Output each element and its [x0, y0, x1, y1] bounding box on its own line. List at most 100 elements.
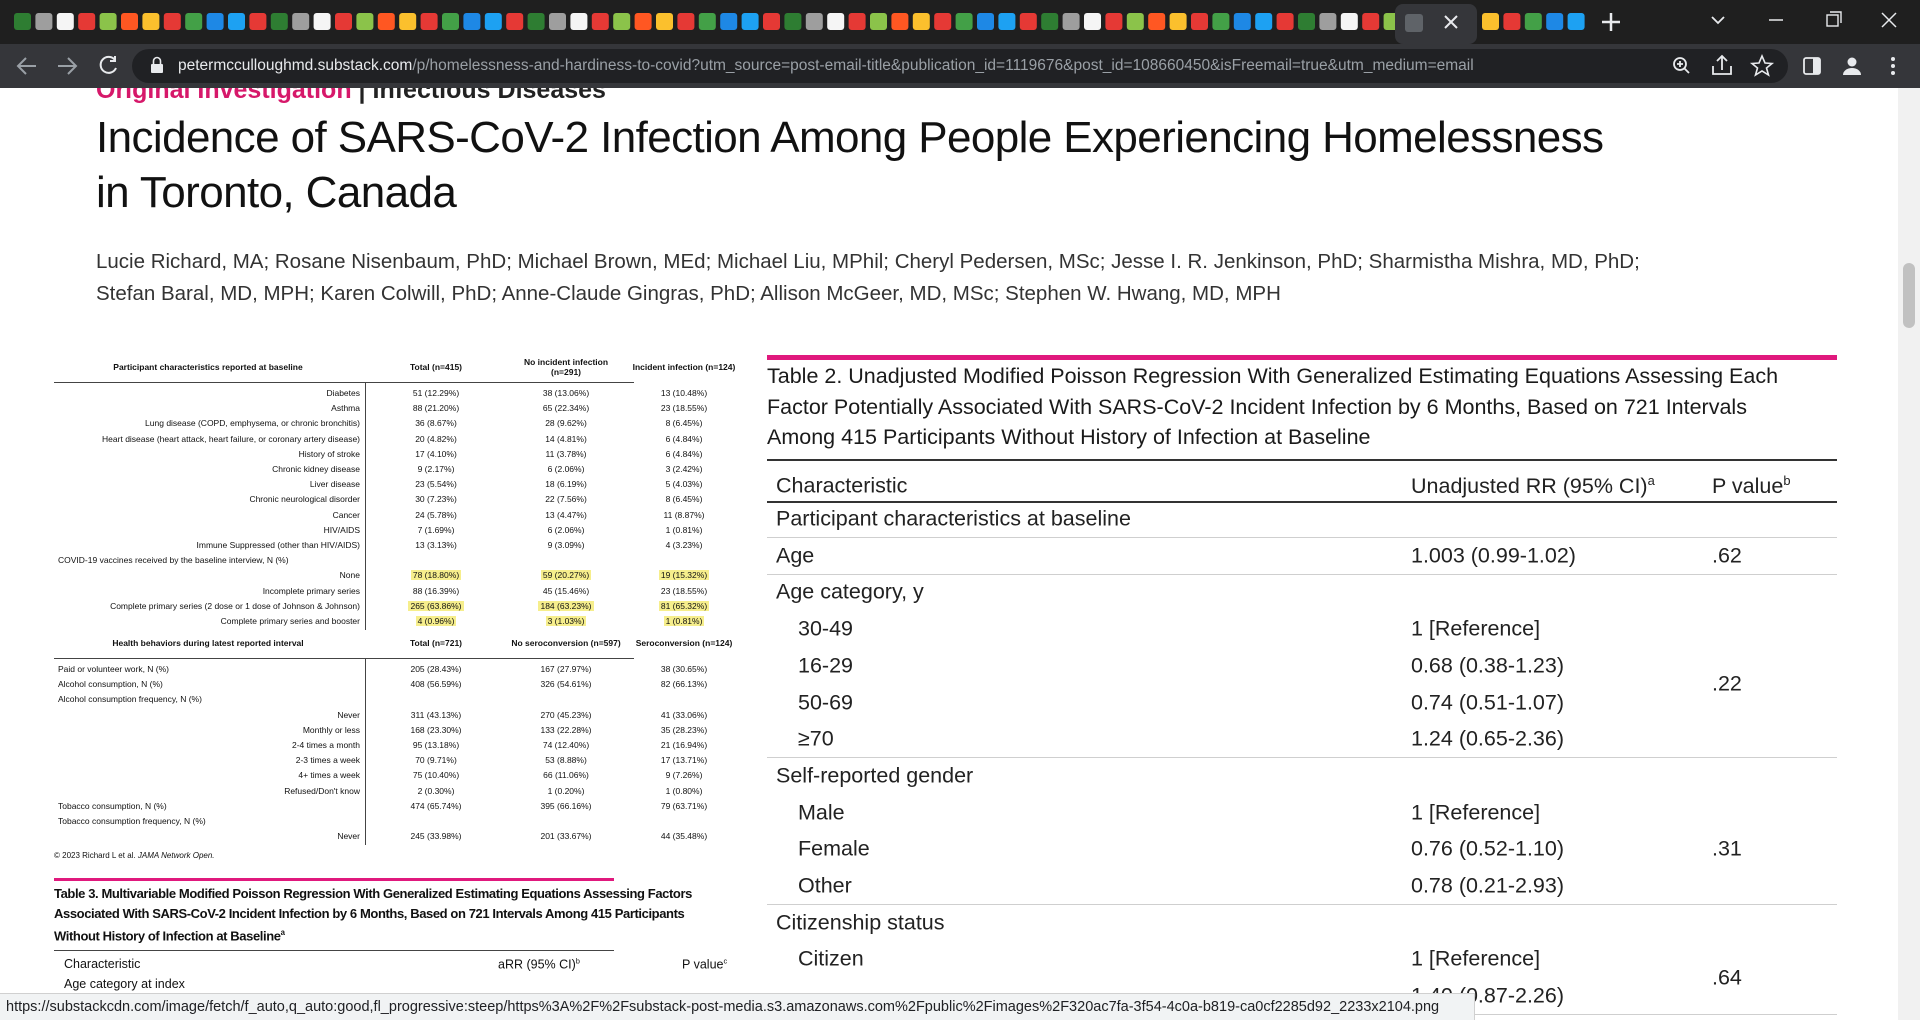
tab-favicon[interactable]: [1233, 13, 1251, 30]
tab-favicon[interactable]: [335, 13, 352, 30]
tab-favicon[interactable]: [313, 13, 331, 30]
url[interactable]: petermcculloughmd.substack.com/p/homeles…: [178, 57, 1474, 74]
tab-favicon[interactable]: [463, 13, 481, 30]
tab-favicon[interactable]: [121, 13, 138, 30]
tab-favicon[interactable]: [1019, 13, 1037, 30]
tab-favicon[interactable]: [442, 13, 459, 30]
tab-favicon[interactable]: [784, 13, 802, 30]
tab-favicon[interactable]: [891, 13, 909, 30]
row-label: Cancer: [332, 509, 360, 520]
tab-favicon[interactable]: [1319, 13, 1337, 30]
tab-favicon[interactable]: [613, 13, 631, 30]
tab-favicon[interactable]: [527, 13, 545, 30]
tab-favicon[interactable]: [249, 13, 267, 30]
value: 65 (22.34%): [542, 403, 590, 414]
footnote-mark: b: [575, 956, 580, 966]
tab-favicon[interactable]: [292, 13, 310, 30]
tab-favicon[interactable]: [1503, 13, 1521, 30]
tab-favicon[interactable]: [1105, 13, 1123, 30]
share-icon[interactable]: [1712, 54, 1732, 75]
tab-close[interactable]: [1444, 15, 1458, 29]
tab-favicon[interactable]: [484, 13, 502, 30]
tab-favicon[interactable]: [1148, 13, 1166, 30]
tab-favicon[interactable]: [549, 13, 566, 30]
tab-favicon[interactable]: [270, 13, 288, 30]
tab-favicon[interactable]: [934, 13, 952, 30]
tab-favicon[interactable]: [1191, 13, 1208, 30]
tab-favicon[interactable]: [955, 13, 973, 30]
value-cell: 28 (9.62%): [511, 418, 621, 428]
tab-favicon[interactable]: [570, 13, 588, 30]
tab-favicon[interactable]: [677, 13, 695, 30]
tab-favicon[interactable]: [1062, 13, 1080, 30]
tab-favicon[interactable]: [506, 13, 524, 30]
tab-favicon[interactable]: [827, 13, 845, 30]
tab-favicon[interactable]: [1546, 13, 1564, 30]
scrollbar-thumb[interactable]: [1903, 263, 1915, 328]
tab-favicon[interactable]: [399, 13, 417, 30]
bookmark-star[interactable]: [1749, 53, 1775, 77]
tab-favicon[interactable]: [912, 13, 930, 30]
tab-favicon[interactable]: [591, 13, 609, 30]
value: 168 (23.30%): [410, 724, 462, 735]
tab-favicon[interactable]: [848, 13, 866, 30]
tab-favicon[interactable]: [56, 13, 74, 30]
value-cell: 6 (4.84%): [629, 434, 739, 444]
tab-favicon[interactable]: [1169, 13, 1187, 30]
tab-favicon[interactable]: [206, 13, 224, 30]
tab-favicon[interactable]: [420, 13, 438, 30]
tab-favicon[interactable]: [356, 13, 374, 30]
tab-favicon[interactable]: [14, 13, 31, 30]
tab-favicon[interactable]: [163, 13, 181, 30]
tab-favicon[interactable]: [634, 13, 652, 30]
value-cell: 4 (0.96%): [381, 616, 491, 626]
tab-search[interactable]: [1711, 16, 1725, 25]
value-cell: 11 (8.87%): [629, 510, 739, 520]
url-path: /p/homelessness-and-hardiness-to-covid?u…: [412, 57, 1473, 74]
side-panel[interactable]: [1803, 57, 1821, 75]
value: 18 (6.19%): [545, 479, 587, 490]
tab-favicon[interactable]: [142, 13, 160, 30]
tab-favicon[interactable]: [78, 13, 96, 30]
column-header: Characteristic: [776, 474, 907, 499]
tab-favicon[interactable]: [99, 13, 117, 30]
menu[interactable]: [1891, 57, 1895, 75]
tab-favicon[interactable]: [1084, 13, 1101, 30]
tab-favicon[interactable]: [998, 13, 1016, 30]
tab-favicon[interactable]: [185, 13, 203, 30]
tab-favicon[interactable]: [977, 13, 994, 30]
value-cell: 395 (66.16%): [511, 801, 621, 811]
back-button[interactable]: [16, 57, 36, 75]
tab-favicon[interactable]: [1255, 13, 1273, 30]
reload-button[interactable]: [99, 55, 117, 74]
tab-favicon[interactable]: [35, 13, 53, 30]
close-window[interactable]: [1881, 12, 1897, 28]
address-bar[interactable]: [132, 49, 1788, 83]
zoom-icon[interactable]: [1673, 57, 1690, 74]
tab-favicon[interactable]: [1482, 13, 1499, 30]
tab-favicon[interactable]: [1276, 13, 1294, 30]
tab-favicon[interactable]: [377, 13, 395, 30]
tab-favicon[interactable]: [763, 13, 780, 30]
tab-favicon[interactable]: [1212, 13, 1230, 30]
profile[interactable]: [1843, 57, 1861, 76]
tab-favicon[interactable]: [698, 13, 716, 30]
tab-favicon[interactable]: [656, 13, 673, 30]
tab-favicon[interactable]: [1524, 13, 1542, 30]
tab-favicon[interactable]: [1041, 13, 1059, 30]
tab-favicon[interactable]: [741, 13, 759, 30]
new-tab[interactable]: [1602, 13, 1620, 31]
tab-favicon[interactable]: [1340, 13, 1358, 30]
tab-favicon[interactable]: [228, 13, 245, 30]
restore[interactable]: [1826, 11, 1842, 27]
row-label: Male: [798, 800, 845, 825]
tab-favicon[interactable]: [1362, 13, 1380, 30]
forward-button[interactable]: [58, 57, 78, 75]
tab-favicon[interactable]: [805, 13, 823, 30]
tab-favicon[interactable]: [870, 13, 887, 30]
tab-favicon[interactable]: [1126, 13, 1144, 30]
kicker: Original Investigation | Infectious Dise…: [96, 88, 606, 105]
tab-favicon[interactable]: [720, 13, 738, 30]
tab-favicon[interactable]: [1298, 13, 1315, 30]
tab-favicon[interactable]: [1567, 13, 1585, 30]
